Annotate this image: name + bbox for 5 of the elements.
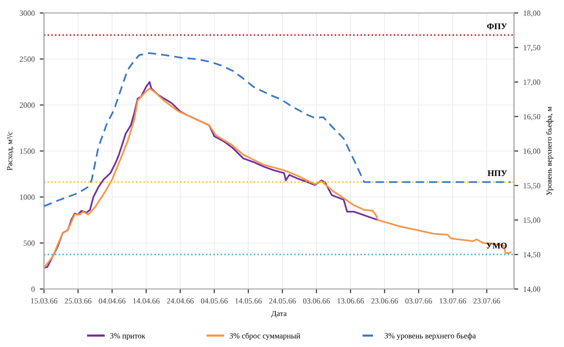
ref-line-label: ФПУ [487,23,508,30]
ref-line-label: НПУ [488,170,508,176]
line-series [44,81,379,269]
line-series [44,88,512,269]
line-series [44,52,512,208]
